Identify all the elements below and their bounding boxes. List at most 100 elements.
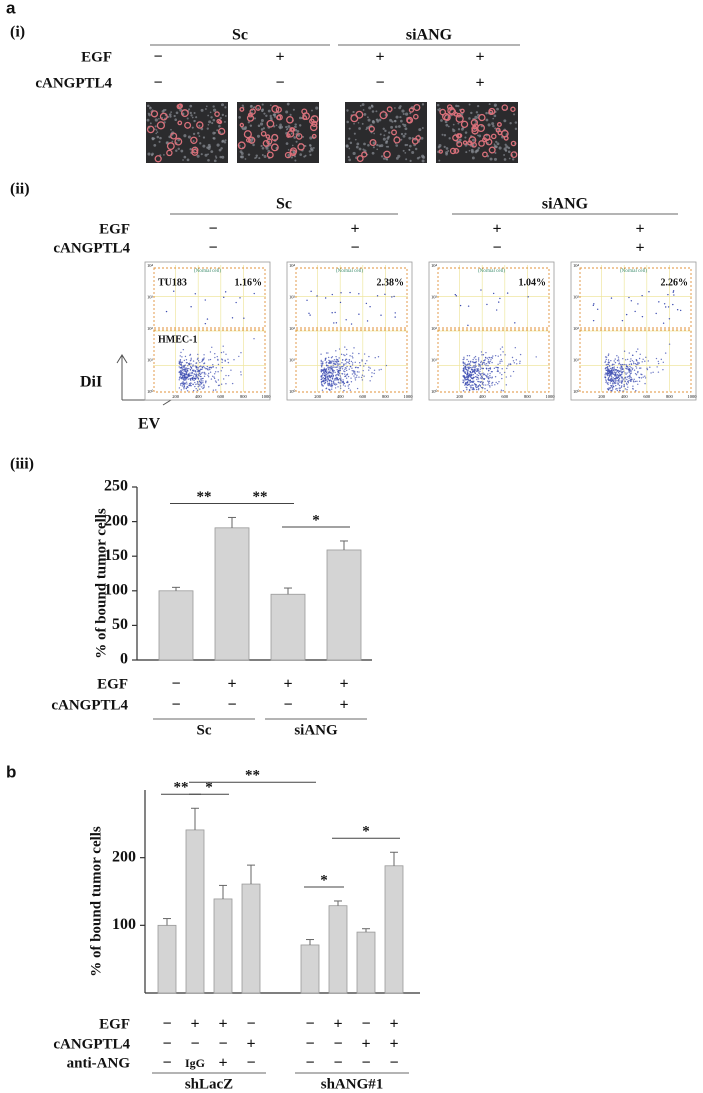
condition-sign: + xyxy=(389,1016,398,1033)
cytometry-event xyxy=(179,371,181,373)
cytometry-event xyxy=(224,291,227,293)
cell-speck xyxy=(359,104,362,107)
cytometry-event xyxy=(474,362,476,364)
cell-speck xyxy=(503,158,507,161)
cytometry-event xyxy=(336,366,338,368)
tumor-cell xyxy=(369,139,377,147)
cytometry-event xyxy=(348,362,351,365)
cytometry-event xyxy=(617,371,620,374)
cytometry-event xyxy=(324,369,327,371)
cytometry-event xyxy=(604,360,607,362)
cytometry-event xyxy=(180,377,183,380)
cytometry-event xyxy=(623,370,625,373)
bar xyxy=(158,590,194,661)
cytometry-event xyxy=(483,378,486,381)
cytometry-event xyxy=(667,293,669,296)
cytometry-event xyxy=(182,382,185,384)
cell-speck xyxy=(204,108,207,110)
cytometry-event xyxy=(486,303,488,306)
cell-speck xyxy=(309,136,313,140)
cytometry-event xyxy=(626,358,629,361)
cytometry-event xyxy=(377,356,380,358)
cytometry-event xyxy=(173,290,175,292)
cytometry-event xyxy=(324,357,327,360)
cytometry-event xyxy=(351,355,353,358)
cell-speck xyxy=(293,136,297,139)
cytometry-event xyxy=(473,362,475,364)
cytometry-event xyxy=(328,384,330,386)
cytometry-event xyxy=(489,386,491,388)
cytometry-event xyxy=(617,374,620,377)
cytometry-event xyxy=(621,376,623,378)
cytometry-event xyxy=(341,366,343,368)
cytometry-event xyxy=(218,384,221,387)
tumor-cell xyxy=(482,151,488,158)
cell-speck xyxy=(400,138,403,141)
cytometry-event xyxy=(352,357,354,359)
cytometry-event xyxy=(475,388,478,391)
condition-sign: − xyxy=(361,1016,370,1033)
cytometry-event xyxy=(489,367,492,369)
cytometry-event xyxy=(477,380,479,383)
cytometry-event xyxy=(663,303,666,305)
cytometry-event xyxy=(463,371,465,373)
cytometry-event xyxy=(182,372,184,374)
plot-y-tick: 10² xyxy=(147,326,154,331)
tumor-cell xyxy=(246,114,255,122)
cell-speck xyxy=(285,142,289,145)
cytometry-event xyxy=(672,291,674,293)
cytometry-event xyxy=(469,361,472,363)
cytometry-event xyxy=(491,376,493,378)
cytometry-event xyxy=(331,293,333,296)
gate-label: (Normal cell) xyxy=(194,269,221,274)
plot-x-tick: 600 xyxy=(501,394,509,399)
cell-speck xyxy=(348,127,351,130)
cytometry-event xyxy=(621,363,623,366)
tumor-cell xyxy=(453,112,459,117)
cytometry-event xyxy=(631,360,634,362)
cytometry-event xyxy=(624,376,627,378)
cell-speck xyxy=(494,145,497,149)
cytometry-event xyxy=(466,371,469,373)
cytometry-event xyxy=(321,370,323,372)
cytometry-event xyxy=(489,360,491,363)
cytometry-event xyxy=(478,365,480,367)
cytometry-event xyxy=(620,369,622,371)
cytometry-event xyxy=(485,351,487,354)
condition-sign: + xyxy=(475,75,484,92)
gate-percent: 2.26% xyxy=(661,277,689,288)
cytometry-event xyxy=(208,367,210,369)
cytometry-event xyxy=(494,384,496,386)
cell-speck xyxy=(285,110,289,114)
population-label: HMEC-1 xyxy=(158,334,197,345)
cytometry-event xyxy=(474,371,476,373)
cytometry-event xyxy=(501,373,503,376)
cell-speck xyxy=(247,121,250,124)
cell-speck xyxy=(390,125,394,129)
cytometry-event xyxy=(622,357,624,360)
bar xyxy=(241,883,261,994)
cytometry-event xyxy=(640,367,642,369)
cell-speck xyxy=(218,124,221,128)
cytometry-event xyxy=(606,388,609,390)
cytometry-event xyxy=(468,389,471,391)
cytometry-event xyxy=(500,358,503,361)
cytometry-event xyxy=(490,370,493,373)
cytometry-event xyxy=(369,306,371,308)
cell-speck xyxy=(210,116,213,119)
cell-speck xyxy=(492,117,495,120)
cytometry-event xyxy=(188,367,190,370)
cytometry-event xyxy=(181,374,183,377)
cytometry-event xyxy=(188,363,191,366)
cell-speck xyxy=(158,140,161,143)
cytometry-event xyxy=(358,352,360,355)
cell-speck xyxy=(275,124,278,127)
cytometry-event xyxy=(338,372,341,375)
cytometry-event xyxy=(607,359,610,361)
cytometry-event xyxy=(634,372,637,375)
plot-x-tick: 800 xyxy=(382,394,390,399)
tumor-cell xyxy=(415,135,421,141)
cytometry-event xyxy=(369,380,371,382)
cytometry-event xyxy=(339,363,341,365)
cytometry-event xyxy=(472,380,474,383)
